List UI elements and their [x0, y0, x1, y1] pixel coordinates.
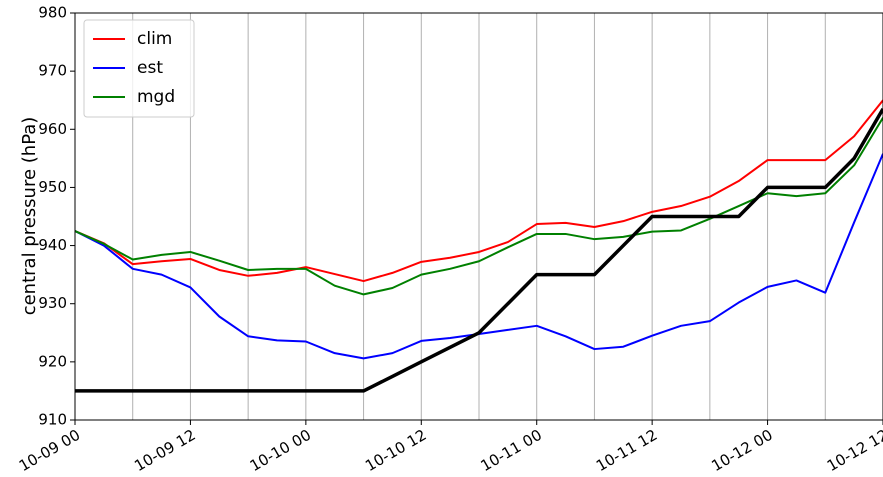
- x-tick-label: 10-11 12: [593, 426, 660, 475]
- y-tick-label: 960: [38, 120, 67, 138]
- plot-frame: [74, 12, 883, 421]
- series-line: [74, 117, 883, 296]
- x-tick-label: 10-09 12: [131, 426, 198, 475]
- x-tick-label: 10-12 12: [824, 426, 883, 475]
- legend-label: mgd: [137, 87, 175, 107]
- x-tick-label: 10-10 00: [247, 426, 314, 475]
- y-tick-label: 940: [38, 236, 67, 254]
- legend: [83, 19, 195, 118]
- y-tick-label: 970: [38, 62, 67, 80]
- legend-label: clim: [137, 29, 172, 49]
- y-tick-label: 930: [38, 294, 67, 312]
- y-axis-label: central pressure (hPa): [19, 117, 40, 316]
- y-tick-label: 950: [38, 178, 67, 196]
- y-tick-label: 980: [38, 4, 67, 22]
- series-line: [75, 108, 883, 393]
- y-tick-label: 910: [38, 411, 67, 429]
- y-tick-label: 920: [38, 352, 67, 370]
- legend-label: est: [137, 58, 163, 78]
- x-tick-label: 10-10 12: [362, 426, 429, 475]
- x-tick-label: 10-12 00: [708, 426, 775, 475]
- x-tick-label: 10-11 00: [478, 426, 545, 475]
- series-line: [74, 99, 883, 283]
- x-tick-label: 10-09 00: [16, 426, 83, 475]
